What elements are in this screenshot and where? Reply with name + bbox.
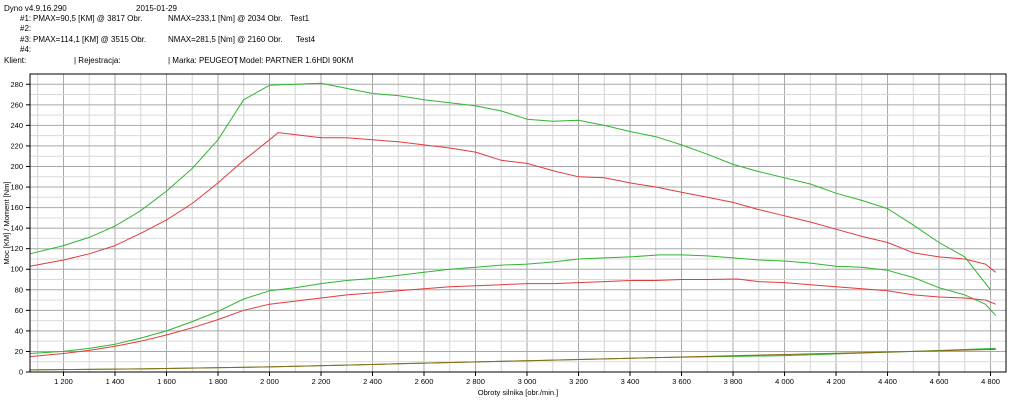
x-tick-label: 1 800 [209,377,228,386]
y-tick-label: 280 [10,80,23,89]
x-tick-label: 2 000 [260,377,279,386]
registration-label: | Rejestracja: [74,56,121,65]
run3-label: #3: [20,35,32,44]
series-line-test4 [29,254,997,354]
x-tick-label: 3 800 [724,377,743,386]
x-axis-ticks: 1 200 1 400 1 600 1 800 2 000 2 200 2 400 2 600… [54,372,1000,386]
chart-grid [30,74,1006,372]
y-axis-label: Moc [KM] / Moment [Nm] [2,182,11,265]
x-tick-label: 3 200 [569,377,588,386]
x-tick-label: 4 200 [827,377,846,386]
y-tick-label: 260 [10,100,23,109]
model-label: | Model: PARTNER 1.6HDI 90KM [235,56,354,65]
x-tick-label: 1 200 [54,377,73,386]
x-tick-label: 4 800 [981,377,1000,386]
series-line-test1 [29,278,996,358]
y-tick-label: 220 [10,141,23,150]
x-tick-label: 1 600 [157,377,176,386]
run3-nmax: NMAX=281,5 [Nm] @ 2160 Obr. [168,35,283,44]
run3-name: Test4 [296,35,316,44]
y-tick-label: 140 [10,224,23,233]
client-label: Klient: [4,56,27,65]
series-line-test1 [29,132,997,273]
x-tick-label: 1 400 [106,377,125,386]
y-tick-label: 120 [10,244,23,253]
y-tick-label: 200 [10,162,23,171]
y-tick-label: 20 [15,347,23,356]
y-tick-label: 100 [10,265,23,274]
x-tick-label: 2 200 [312,377,331,386]
y-tick-label: 60 [15,306,23,315]
x-tick-label: 4 000 [775,377,794,386]
make-label: | Marka: PEUGEOT [168,56,239,65]
plot-frame [29,73,1007,373]
y-tick-label: 0 [19,368,23,377]
run2-label: #2: [20,24,32,33]
run1-pmax: PMAX=90,5 [KM] @ 3817 Obr. [33,14,143,23]
run1-nmax: NMAX=233,1 [Nm] @ 2034 Obr. [168,14,283,23]
x-axis-label: Obroty silnika [obr./min.] [478,388,558,397]
y-tick-label: 240 [10,121,23,130]
y-tick-label: 80 [15,285,23,294]
chart-series [29,82,997,371]
y-tick-label: 160 [10,203,23,212]
x-tick-label: 4 600 [930,377,949,386]
series-line-test4 [29,82,991,291]
y-axis-ticks: 0 20 40 60 80 100 120 140 160 180 200 220 240 260 280 [10,80,30,377]
run3-pmax: PMAX=114,1 [KM] @ 3515 Obr. [33,35,147,44]
test-date: 2015-01-29 [136,4,177,13]
run1-name: Test1 [290,14,310,23]
x-tick-label: 3 000 [518,377,537,386]
run4-label: #4: [20,45,32,54]
y-tick-label: 180 [10,183,23,192]
x-tick-label: 4 400 [878,377,897,386]
app-version: Dyno v4.9.16.290 [4,4,67,13]
x-tick-label: 3 400 [621,377,640,386]
series-line-test1 [29,348,996,371]
run1-label: #1: [20,14,32,23]
y-tick-label: 40 [15,326,23,335]
x-tick-label: 2 800 [466,377,485,386]
x-tick-label: 2 400 [363,377,382,386]
x-tick-label: 3 600 [672,377,691,386]
x-tick-label: 2 600 [415,377,434,386]
